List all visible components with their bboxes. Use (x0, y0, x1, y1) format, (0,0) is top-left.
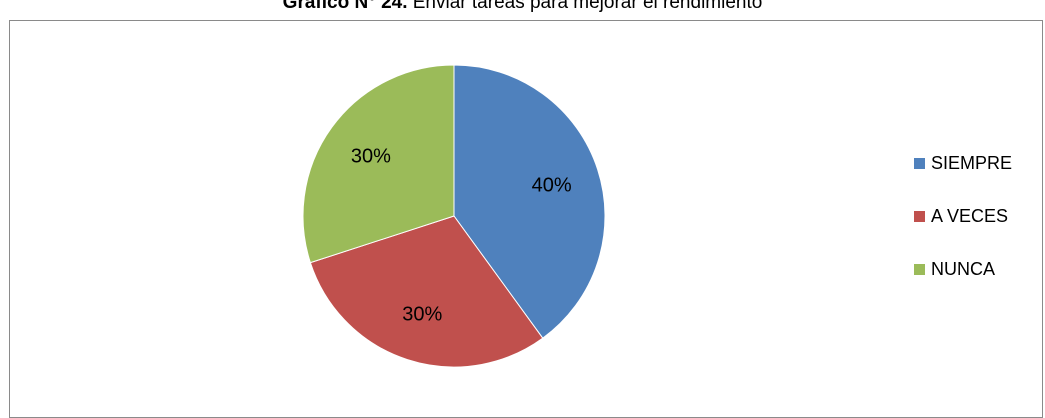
pie-slice-a-veces (309, 215, 544, 368)
data-label-siempre: 40% (532, 174, 572, 196)
legend: SIEMPRE A VECES NUNCA (914, 153, 1012, 312)
legend-swatch (914, 263, 925, 275)
legend-label: A VECES (931, 205, 1009, 226)
chart-title-lead: Gráfico N° 24. (282, 0, 408, 13)
chart-title-rest: Enviar tareas para mejorar el rendimient… (407, 0, 763, 13)
legend-swatch (914, 210, 925, 222)
legend-item-nunca: NUNCA (914, 259, 1012, 279)
pie-slice-nunca (302, 64, 455, 264)
legend-swatch (914, 157, 925, 169)
legend-label: NUNCA (931, 258, 996, 279)
legend-item-siempre: SIEMPRE (914, 153, 1012, 173)
data-label-a-veces: 30% (402, 304, 442, 326)
pie-slice-siempre (453, 64, 606, 339)
data-label-nunca: 30% (351, 146, 391, 168)
pie-slices (302, 64, 606, 368)
legend-item-a-veces: A VECES (914, 206, 1012, 226)
pie-data-labels: 40% 30% 30% (351, 146, 572, 326)
legend-label: SIEMPRE (931, 152, 1013, 173)
chart-title: Gráfico N° 24. Enviar tareas para mejora… (0, 0, 1045, 14)
